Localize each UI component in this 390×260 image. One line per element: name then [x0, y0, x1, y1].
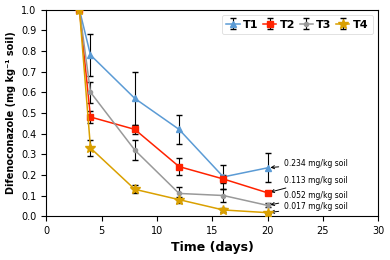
Text: 0.017 mg/kg soil: 0.017 mg/kg soil — [271, 202, 348, 213]
X-axis label: Time (days): Time (days) — [171, 242, 254, 255]
Text: 0.234 mg/kg soil: 0.234 mg/kg soil — [271, 159, 348, 169]
Text: 0.113 mg/kg soil: 0.113 mg/kg soil — [271, 176, 348, 192]
Y-axis label: Difenoconazole (mg kg⁻¹ soil): Difenoconazole (mg kg⁻¹ soil) — [5, 31, 16, 194]
Text: 0.052 mg/kg soil: 0.052 mg/kg soil — [271, 191, 348, 206]
Legend: T1, T2, T3, T4: T1, T2, T3, T4 — [222, 15, 373, 34]
